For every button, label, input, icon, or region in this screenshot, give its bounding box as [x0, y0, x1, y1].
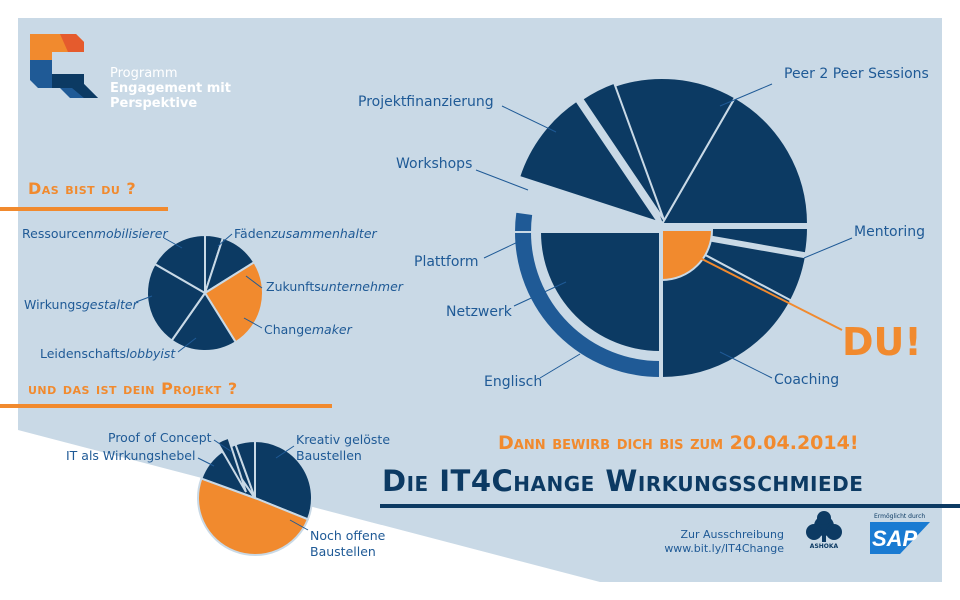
label-plattform: Plattform	[414, 254, 479, 270]
label-zukunft-a: Zukunfts	[266, 279, 321, 294]
label-ressourcen-a: Ressourcen	[22, 226, 94, 241]
label-zukunft: Zukunftsunternehmer	[266, 279, 403, 294]
label-leiden-a: Leidenschafts	[40, 346, 127, 361]
ashoka-logo	[806, 511, 842, 542]
label-wirkung-b: gestalter	[81, 297, 138, 312]
brand-line1: Programm	[110, 66, 178, 81]
slice-projekt	[580, 81, 665, 221]
heading-projekt: und das ist dein Projekt ?	[28, 379, 238, 398]
label-projektfinanzierung: Projektfinanzierung	[358, 94, 494, 110]
leader-lines	[135, 83, 853, 531]
label-proof: Proof of Concept	[108, 430, 212, 445]
slice-kreativ	[254, 439, 313, 521]
pie-offer	[512, 77, 810, 380]
label-ressourcen-b: mobilisierer	[93, 226, 168, 241]
label-faeden: Fädenzusammenhalter	[234, 226, 377, 241]
label-change: Changemaker	[264, 322, 352, 337]
rule-section1	[0, 207, 168, 211]
label-offen-2: Baustellen	[310, 544, 376, 559]
brand-line3: Perspektive	[110, 96, 198, 111]
logo-top-accent	[60, 34, 84, 52]
deadline-callout: Dann bewirb dich bis zum 20.04.2014!	[498, 432, 859, 454]
slice-changemaker	[203, 260, 264, 344]
pie-roles	[146, 233, 264, 352]
label-zukunft-b: unternehmer	[320, 279, 403, 294]
slice-kreativ-b	[234, 439, 256, 499]
label-offen-1: Noch offene	[310, 528, 386, 543]
brand-text: Programm Engagement mit Perspektive	[110, 66, 231, 111]
sap-caption: Ermöglicht durch	[874, 513, 926, 520]
label-englisch: Englisch	[484, 374, 543, 390]
slice-du	[661, 229, 714, 282]
brand-logo	[30, 34, 98, 98]
label-it-hebel: IT als Wirkungshebel	[66, 448, 196, 463]
label-mentoring: Mentoring	[854, 224, 926, 240]
link-url[interactable]: www.bit.ly/IT4Change	[664, 542, 784, 555]
slice-peer-right	[660, 96, 810, 225]
slice-leidenschaft	[170, 291, 238, 352]
link-line1: Zur Ausschreibung	[680, 528, 784, 541]
label-offen: Noch offene Baustellen	[310, 528, 385, 560]
rule-section2	[0, 404, 332, 408]
label-wirkung-a: Wirkungs	[24, 297, 82, 312]
page-title: Die IT4Change Wirkungsschmiede	[382, 464, 864, 498]
slice-plattform-top	[512, 210, 535, 233]
label-coaching: Coaching	[774, 372, 840, 388]
label-leiden: Leidenschaftslobbyist	[40, 346, 175, 361]
label-ressourcen: Ressourcenmobilisierer	[22, 226, 168, 241]
du-pointer	[699, 257, 843, 331]
slice-wirkung	[146, 262, 207, 342]
label-kreativ: Kreativ gelöste Baustellen	[296, 432, 390, 464]
label-faeden-b: zusammenhalter	[271, 226, 377, 241]
label-netzwerk: Netzwerk	[446, 304, 512, 320]
sap-logo	[870, 522, 930, 554]
label-workshops: Workshops	[396, 156, 473, 172]
heading-das-bist-du: Das bist du ?	[28, 179, 137, 198]
brand-line2: Engagement mit	[110, 81, 231, 96]
label-wirkung: Wirkungsgestalter	[24, 297, 138, 312]
label-change-a: Change	[264, 322, 312, 337]
label-leiden-b: lobbyist	[126, 346, 176, 361]
application-link[interactable]: Zur Ausschreibung www.bit.ly/IT4Change	[648, 528, 784, 556]
slice-netzwerk	[538, 231, 661, 354]
logo-bottom-dark	[52, 74, 98, 98]
label-du: DU!	[842, 320, 922, 364]
title-underline	[380, 504, 960, 508]
sap-wordmark: SAP	[872, 526, 918, 551]
label-change-b: maker	[311, 322, 352, 337]
label-peer: Peer 2 Peer Sessions	[784, 66, 929, 82]
ashoka-wordmark: ASHOKA	[809, 543, 839, 550]
label-kreativ-1: Kreativ gelöste	[296, 432, 391, 447]
slice-ressourcen	[153, 233, 206, 295]
slice-offen	[197, 477, 310, 556]
label-faeden-a: Fäden	[234, 226, 272, 241]
pie-project	[197, 436, 313, 556]
label-kreativ-2: Baustellen	[296, 448, 362, 463]
slice-peer	[610, 77, 737, 227]
